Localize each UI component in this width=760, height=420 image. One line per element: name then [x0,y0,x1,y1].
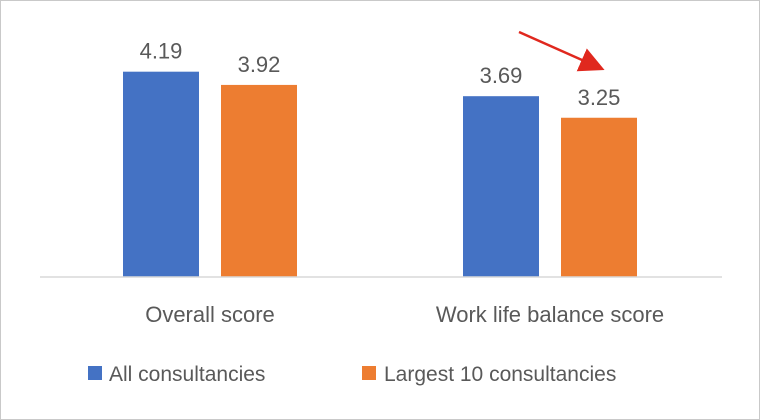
data-label: 3.25 [578,85,621,110]
legend-label: All consultancies [109,363,265,386]
annotation-arrow [518,30,605,72]
category-label: Overall score [145,302,275,327]
bar-all-consultancies-work-life [463,96,539,277]
bar-largest-10-work-life [561,117,637,277]
legend-swatch [88,366,102,380]
labels-layer: 4.19 3.92 Overall score 3.69 3.25 Work life b… [140,39,665,327]
category-label: Work life balance score [436,302,664,327]
bars-layer [123,71,637,277]
bar-largest-10-overall [221,84,297,277]
legend-label: Largest 10 consultancies [384,363,616,386]
legend-swatch [362,366,376,380]
bar-all-consultancies-overall [123,71,199,277]
data-label: 4.19 [140,39,183,64]
data-label: 3.69 [480,63,523,88]
data-label: 3.92 [238,52,281,77]
legend: All consultancies Largest 10 consultancie… [88,363,616,386]
